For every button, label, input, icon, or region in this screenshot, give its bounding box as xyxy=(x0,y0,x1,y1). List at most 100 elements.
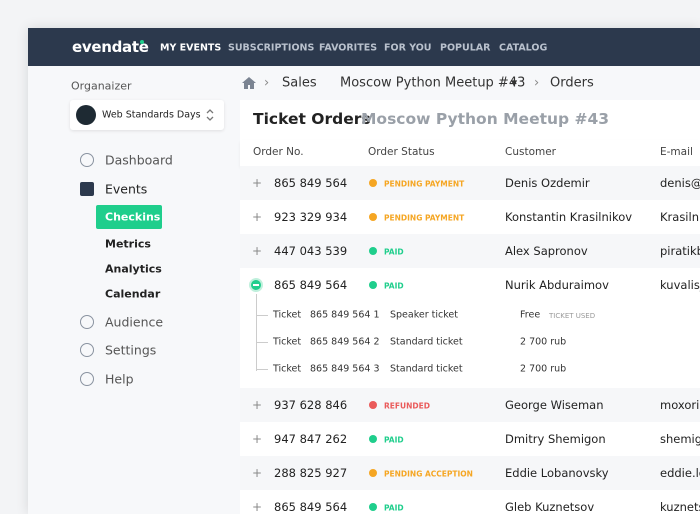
expand-btn[interactable]: + xyxy=(252,398,263,412)
status-dot xyxy=(369,469,377,477)
menu-icon xyxy=(80,343,94,357)
status-dot xyxy=(369,213,377,221)
customer: Gleb Kuznetsov xyxy=(505,500,595,514)
menu-icon xyxy=(80,153,94,167)
logo: evendate xyxy=(72,38,149,56)
menu-item[interactable]: Dashboard xyxy=(105,152,173,168)
row-bg[interactable] xyxy=(240,456,700,490)
organizer-name: Web Standards Days xyxy=(102,109,201,121)
column-header: Order No. xyxy=(253,146,304,158)
ticket-number: 865 849 564 2 xyxy=(310,336,380,348)
submenu-item[interactable]: Checkins xyxy=(105,210,161,224)
column-header: Order Status xyxy=(368,146,435,158)
row-bg[interactable] xyxy=(240,166,700,200)
row-bg[interactable] xyxy=(240,388,700,422)
tree-branch xyxy=(256,369,268,370)
email: denis@c xyxy=(660,176,700,190)
top-nav xyxy=(28,28,700,66)
submenu-item[interactable]: Analytics xyxy=(105,262,162,276)
email: kuznets xyxy=(660,500,700,514)
tree-branch xyxy=(256,342,268,343)
menu-item[interactable]: Settings xyxy=(105,342,157,358)
order-status: PENDING ACCEPTION xyxy=(384,469,473,479)
column-header: E-mail xyxy=(660,146,693,158)
order-status: PENDING PAYMENT xyxy=(384,213,465,223)
customer: Nurik Abduraimov xyxy=(505,278,609,292)
ticket-label: Ticket xyxy=(273,336,302,348)
home-icon[interactable] xyxy=(241,76,257,90)
sidebar-label: Organaizer xyxy=(71,79,132,93)
nav-item[interactable]: SUBSCRIPTIONS xyxy=(228,42,315,54)
expand-btn[interactable]: + xyxy=(252,466,263,480)
email: piratikba xyxy=(660,244,700,258)
order-status: PAID xyxy=(384,503,404,513)
email: moxorin xyxy=(660,398,700,412)
submenu-item[interactable]: Metrics xyxy=(105,237,151,251)
status-dot xyxy=(369,503,377,511)
email: eddie.lo xyxy=(660,466,700,480)
column-header: Customer xyxy=(505,146,557,158)
email: kuvalis_ xyxy=(660,278,700,292)
ticket-number: 865 849 564 1 xyxy=(310,309,380,321)
expand-btn[interactable]: + xyxy=(252,432,263,446)
breadcrumb-item[interactable]: Moscow Python Meetup #43 xyxy=(340,75,526,91)
order-number: 865 849 564 xyxy=(274,500,348,514)
breadcrumb-item[interactable]: Orders xyxy=(550,75,594,91)
nav-item[interactable]: FAVORITES xyxy=(319,42,378,54)
organizer-avatar xyxy=(76,105,96,125)
logo-dot xyxy=(140,40,144,44)
email: shemigo xyxy=(660,432,700,446)
page-title: Ticket Orders xyxy=(253,110,371,128)
ticket-label: Ticket xyxy=(273,363,302,375)
order-number: 288 825 927 xyxy=(274,466,348,480)
menu-item[interactable]: Audience xyxy=(105,314,164,330)
ticket-price: Free xyxy=(520,309,541,321)
row-bg[interactable] xyxy=(240,422,700,456)
customer: Eddie Lobanovsky xyxy=(505,466,609,480)
expand-btn[interactable]: + xyxy=(252,210,263,224)
nav-item[interactable]: CATALOG xyxy=(499,42,548,54)
ticket-type: Standard ticket xyxy=(390,336,463,348)
order-number: 447 043 539 xyxy=(274,244,348,258)
checkins-bg[interactable] xyxy=(96,205,162,229)
expand-btn[interactable]: + xyxy=(252,176,263,190)
minus xyxy=(253,284,259,286)
ticket-type: Speaker ticket xyxy=(390,309,458,321)
row-bg[interactable] xyxy=(240,490,700,514)
menu-item[interactable]: Events xyxy=(105,181,148,197)
menu-item[interactable]: Help xyxy=(105,371,134,387)
tree-branch xyxy=(256,315,268,316)
customer: Dmitry Shemigon xyxy=(505,432,606,446)
expand-btn[interactable]: + xyxy=(252,500,263,514)
row-bg[interactable] xyxy=(240,234,700,268)
status-dot xyxy=(369,281,377,289)
menu-icon xyxy=(80,372,94,386)
order-number: 947 847 262 xyxy=(274,432,348,446)
email: Krasilnik xyxy=(660,210,700,224)
nav-item[interactable]: POPULAR xyxy=(440,42,491,54)
menu-icon xyxy=(80,182,94,196)
ticket-type: Standard ticket xyxy=(390,363,463,375)
order-number: 937 628 846 xyxy=(274,398,348,412)
customer: Alex Sapronov xyxy=(505,244,588,258)
breadcrumb-item[interactable]: Sales xyxy=(282,75,317,91)
ticket-number: 865 849 564 3 xyxy=(310,363,380,375)
customer: George Wiseman xyxy=(505,398,604,412)
row-bg[interactable] xyxy=(240,200,700,234)
order-number: 923 329 934 xyxy=(274,210,348,224)
ticket-price: 2 700 rub xyxy=(520,363,567,375)
order-status: PAID xyxy=(384,247,404,257)
row-bg[interactable] xyxy=(240,268,700,302)
dropdown-caret: ▼ xyxy=(511,78,518,88)
nav-item[interactable]: FOR YOU xyxy=(384,42,432,54)
submenu-item[interactable]: Calendar xyxy=(105,287,161,301)
breadcrumb-sep: › xyxy=(264,75,270,91)
expand-btn[interactable]: + xyxy=(252,244,263,258)
customer: Denis Ozdemir xyxy=(505,176,590,190)
breadcrumb-sep: › xyxy=(534,75,540,91)
menu-icon xyxy=(80,315,94,329)
customer: Konstantin Krasilnikov xyxy=(505,210,633,224)
ticket-label: Ticket xyxy=(273,309,302,321)
ticket-price: 2 700 rub xyxy=(520,336,567,348)
nav-item[interactable]: MY EVENTS xyxy=(160,42,222,54)
